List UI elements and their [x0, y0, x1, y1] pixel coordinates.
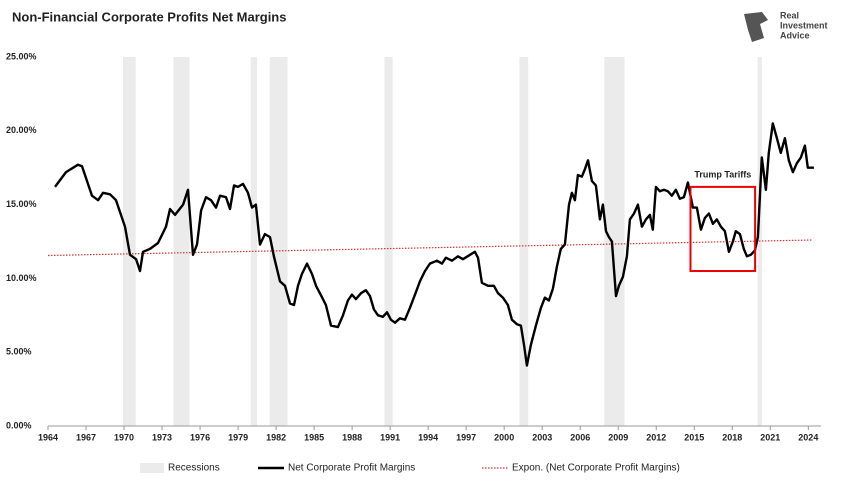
x-tick-label: 1967	[76, 432, 96, 442]
logo-icon	[744, 12, 768, 42]
x-tick-label: 2003	[532, 432, 552, 442]
y-tick-label: 0.00%	[6, 420, 32, 430]
x-tick-label: 1991	[380, 432, 400, 442]
recession-band	[123, 57, 136, 426]
trend-line	[47, 239, 813, 257]
y-tick-label: 15.00%	[6, 199, 37, 209]
line	[54, 122, 814, 367]
logo-text: Investment	[780, 20, 828, 30]
x-tick-label: 2000	[494, 432, 514, 442]
y-tick-label: 25.00%	[6, 51, 37, 61]
x-tick-label: 1973	[152, 432, 172, 442]
x-tick-label: 2009	[608, 432, 628, 442]
legend-label: Net Corporate Profit Margins	[288, 463, 415, 474]
x-tick-label: 2015	[684, 432, 704, 442]
x-tick-label: 1976	[190, 432, 210, 442]
x-tick-label: 1994	[418, 432, 438, 442]
x-tick-label: 1964	[38, 432, 58, 442]
x-tick-label: 2018	[722, 432, 742, 442]
y-tick-label: 10.00%	[6, 273, 37, 283]
recession-band	[250, 57, 258, 426]
x-tick-label: 1985	[304, 432, 324, 442]
y-tick-label: 5.00%	[6, 347, 32, 357]
x-tick-label: 1988	[342, 432, 362, 442]
x-tick-label: 1997	[456, 432, 476, 442]
recession-band	[384, 57, 393, 426]
recession-band	[173, 57, 190, 426]
logo-text: Advice	[780, 30, 810, 40]
legend-label: Recessions	[168, 463, 220, 474]
chart-title: Non-Financial Corporate Profits Net Marg…	[12, 9, 286, 24]
recession-band	[269, 57, 288, 426]
x-tick-label: 2024	[798, 432, 818, 442]
logo-text: Real	[780, 10, 799, 20]
x-tick-label: 1979	[228, 432, 248, 442]
legend-swatch	[140, 463, 164, 473]
x-tick-label: 2006	[570, 432, 590, 442]
annotation-box	[689, 185, 757, 273]
recession-band	[604, 57, 625, 426]
x-tick-label: 1982	[266, 432, 286, 442]
recession-band	[519, 57, 529, 426]
x-tick-label: 1970	[114, 432, 134, 442]
y-tick-label: 20.00%	[6, 125, 37, 135]
logo: Real Investment Advice	[744, 10, 828, 42]
annotation-label: Trump Tariffs	[694, 169, 751, 179]
x-tick-label: 2012	[646, 432, 666, 442]
legend-label: Expon. (Net Corporate Profit Margins)	[512, 463, 680, 474]
x-tick-label: 2021	[760, 432, 780, 442]
